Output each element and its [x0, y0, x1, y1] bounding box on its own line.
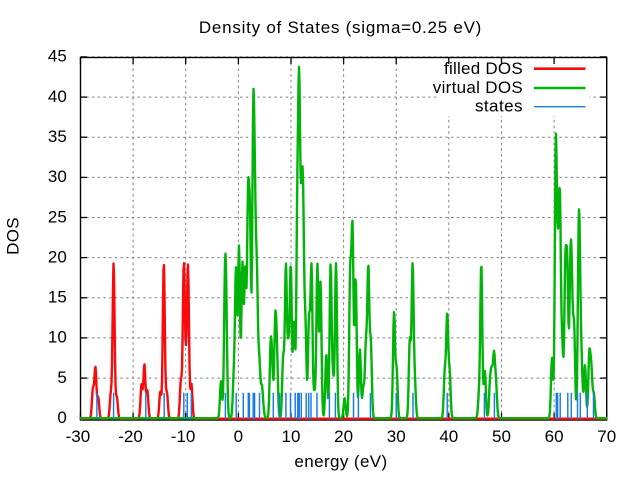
svg-text:25: 25: [48, 207, 67, 226]
svg-text:-30: -30: [66, 427, 91, 446]
svg-text:40: 40: [439, 427, 458, 446]
svg-text:35: 35: [48, 127, 67, 146]
svg-text:10: 10: [282, 427, 301, 446]
svg-text:0: 0: [234, 427, 243, 446]
svg-text:DOS: DOS: [4, 217, 23, 255]
svg-text:Density of States (sigma=0.25: Density of States (sigma=0.25 eV): [199, 18, 482, 37]
svg-text:50: 50: [492, 427, 511, 446]
svg-text:30: 30: [387, 427, 406, 446]
svg-text:70: 70: [597, 427, 616, 446]
svg-text:energy (eV): energy (eV): [294, 452, 387, 471]
svg-text:virtual DOS: virtual DOS: [433, 78, 523, 97]
svg-text:-10: -10: [171, 427, 196, 446]
svg-text:60: 60: [545, 427, 564, 446]
svg-text:10: 10: [48, 328, 67, 347]
svg-text:15: 15: [48, 288, 67, 307]
svg-text:40: 40: [48, 87, 67, 106]
svg-text:20: 20: [334, 427, 353, 446]
svg-text:0: 0: [57, 408, 66, 427]
svg-text:30: 30: [48, 167, 67, 186]
svg-text:5: 5: [57, 368, 66, 387]
svg-text:filled DOS: filled DOS: [444, 59, 523, 78]
svg-text:45: 45: [48, 47, 67, 66]
svg-text:-20: -20: [118, 427, 143, 446]
svg-text:20: 20: [48, 247, 67, 266]
svg-text:states: states: [475, 96, 523, 115]
